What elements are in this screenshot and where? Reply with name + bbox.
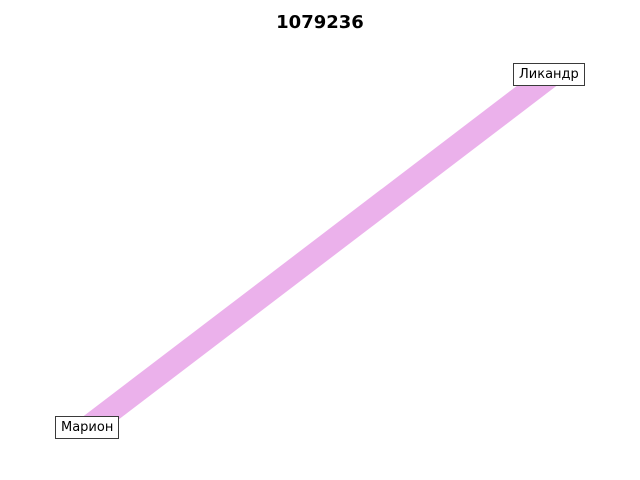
edge-marion-likandr bbox=[81, 65, 559, 437]
diagram-title: 1079236 bbox=[276, 12, 364, 33]
node-label-marion: Марион bbox=[55, 416, 120, 439]
node-label-likandr: Ликандр bbox=[513, 63, 585, 86]
